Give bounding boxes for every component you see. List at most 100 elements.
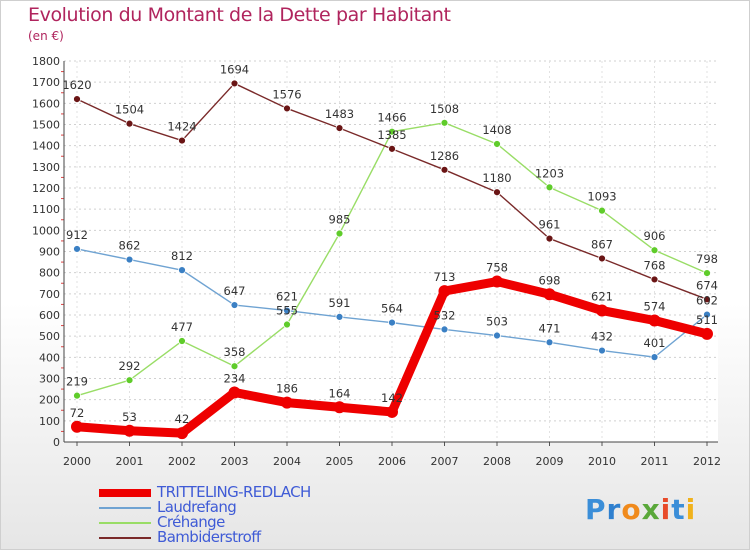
data-label-bambiderstroff: 674 xyxy=(696,278,718,292)
legend-item: Bambiderstroff xyxy=(99,530,311,545)
logo-letter: o xyxy=(621,493,642,526)
data-label-laudrefang: 591 xyxy=(329,296,351,310)
data-point-laudrefang xyxy=(388,318,396,327)
data-label-cr-hange: 1408 xyxy=(482,123,511,137)
y-tick-label: 300 xyxy=(39,373,60,386)
data-label-laudrefang: 432 xyxy=(591,330,613,344)
x-tick-label: 2008 xyxy=(483,455,511,468)
data-label-tritteling-redlach: 713 xyxy=(434,270,456,284)
data-label-cr-hange: 1093 xyxy=(587,190,616,204)
x-tick-label: 2001 xyxy=(116,455,144,468)
data-label-bambiderstroff: 867 xyxy=(591,237,613,251)
y-tick-label: 1700 xyxy=(32,76,60,89)
data-label-tritteling-redlach: 53 xyxy=(122,410,137,424)
data-point-cr-hange xyxy=(230,362,239,371)
data-label-laudrefang: 621 xyxy=(276,290,298,304)
data-label-tritteling-redlach: 698 xyxy=(539,273,561,287)
y-tick-label: 1000 xyxy=(32,224,60,237)
data-label-tritteling-redlach: 574 xyxy=(644,300,666,314)
data-point-laudrefang xyxy=(703,310,711,319)
y-tick-label: 0 xyxy=(53,436,60,449)
data-point-cr-hange xyxy=(73,391,81,400)
y-tick-label: 1400 xyxy=(32,140,60,153)
y-tick-label: 900 xyxy=(39,246,60,259)
data-label-tritteling-redlach: 621 xyxy=(591,290,613,304)
y-tick-label: 200 xyxy=(39,394,60,407)
data-point-tritteling-redlach xyxy=(281,396,293,409)
y-tick-label: 500 xyxy=(39,330,60,343)
data-label-cr-hange: 292 xyxy=(119,359,141,373)
data-label-laudrefang: 912 xyxy=(66,228,88,242)
data-point-cr-hange xyxy=(545,183,554,192)
data-label-bambiderstroff: 1385 xyxy=(377,128,406,142)
x-tick-label: 2011 xyxy=(641,455,669,468)
data-point-tritteling-redlach xyxy=(228,386,241,399)
data-point-cr-hange xyxy=(388,127,396,136)
data-point-laudrefang xyxy=(73,245,81,253)
legend-item: TRITTELING-REDLACH xyxy=(99,485,311,500)
logo-letter: P xyxy=(585,493,607,526)
data-point-tritteling-redlach xyxy=(701,327,713,340)
y-tick-label: 700 xyxy=(39,288,60,301)
y-tick-label: 1500 xyxy=(32,119,60,132)
data-point-bambiderstroff xyxy=(283,104,291,113)
data-point-cr-hange xyxy=(125,376,134,385)
x-tick-label: 2006 xyxy=(378,455,406,468)
data-label-tritteling-redlach: 72 xyxy=(70,406,85,420)
data-point-laudrefang xyxy=(650,353,659,362)
data-label-laudrefang: 471 xyxy=(539,321,561,335)
line-chart: 0 100 200 300 400 500 600 700 800 900 1000 1100 1200… xyxy=(32,55,721,468)
legend-swatch xyxy=(99,506,151,509)
data-label-bambiderstroff: 1694 xyxy=(220,62,249,76)
data-point-tritteling-redlach xyxy=(596,304,608,317)
data-point-tritteling-redlach xyxy=(438,285,451,298)
data-point-laudrefang xyxy=(440,325,449,334)
data-label-cr-hange: 555 xyxy=(276,304,298,318)
legend-label: TRITTELING-REDLACH xyxy=(157,483,311,501)
y-tick-label: 100 xyxy=(39,415,60,428)
data-point-bambiderstroff xyxy=(493,188,501,197)
data-label-cr-hange: 985 xyxy=(329,213,351,227)
data-label-cr-hange: 1466 xyxy=(377,111,406,125)
x-tick-label: 2005 xyxy=(326,455,354,468)
data-label-bambiderstroff: 1286 xyxy=(430,149,459,163)
data-label-laudrefang: 812 xyxy=(171,249,193,263)
data-label-bambiderstroff: 1483 xyxy=(325,107,354,121)
legend-label: Bambiderstroff xyxy=(157,528,261,546)
data-point-laudrefang xyxy=(598,346,606,355)
data-point-tritteling-redlach xyxy=(648,314,661,327)
legend-label: Créhange xyxy=(157,513,225,531)
data-label-laudrefang: 401 xyxy=(644,336,666,350)
data-label-cr-hange: 1203 xyxy=(535,166,564,180)
x-tick-label: 2000 xyxy=(63,455,91,468)
logo-letter: x xyxy=(641,493,661,526)
data-label-tritteling-redlach: 42 xyxy=(175,412,190,426)
legend-swatch xyxy=(99,488,151,497)
legend-swatch xyxy=(99,536,151,539)
x-tick-label: 2003 xyxy=(221,455,249,468)
x-tick-label: 2004 xyxy=(273,455,301,468)
data-point-bambiderstroff xyxy=(545,234,554,243)
data-point-cr-hange xyxy=(283,320,291,329)
data-label-tritteling-redlach: 758 xyxy=(486,261,508,275)
data-label-bambiderstroff: 1504 xyxy=(115,103,144,117)
legend-swatch xyxy=(99,521,151,524)
y-tick-label: 800 xyxy=(39,267,60,280)
x-tick-label: 2002 xyxy=(168,455,196,468)
data-label-cr-hange: 1508 xyxy=(430,102,459,116)
data-label-laudrefang: 503 xyxy=(486,315,508,329)
data-label-cr-hange: 906 xyxy=(644,229,666,243)
data-label-laudrefang: 647 xyxy=(224,284,246,298)
data-point-bambiderstroff xyxy=(650,275,659,284)
data-point-cr-hange xyxy=(598,206,606,215)
data-label-laudrefang: 862 xyxy=(119,239,141,253)
data-label-laudrefang: 602 xyxy=(696,294,718,308)
data-point-tritteling-redlach xyxy=(333,401,346,414)
data-point-tritteling-redlach xyxy=(71,420,83,433)
data-point-bambiderstroff xyxy=(178,136,186,145)
y-tick-label: 1800 xyxy=(32,55,60,68)
data-label-bambiderstroff: 1424 xyxy=(167,120,196,134)
data-point-bambiderstroff xyxy=(73,95,81,103)
legend-item: Créhange xyxy=(99,515,311,530)
logo-letter: i xyxy=(660,493,672,526)
